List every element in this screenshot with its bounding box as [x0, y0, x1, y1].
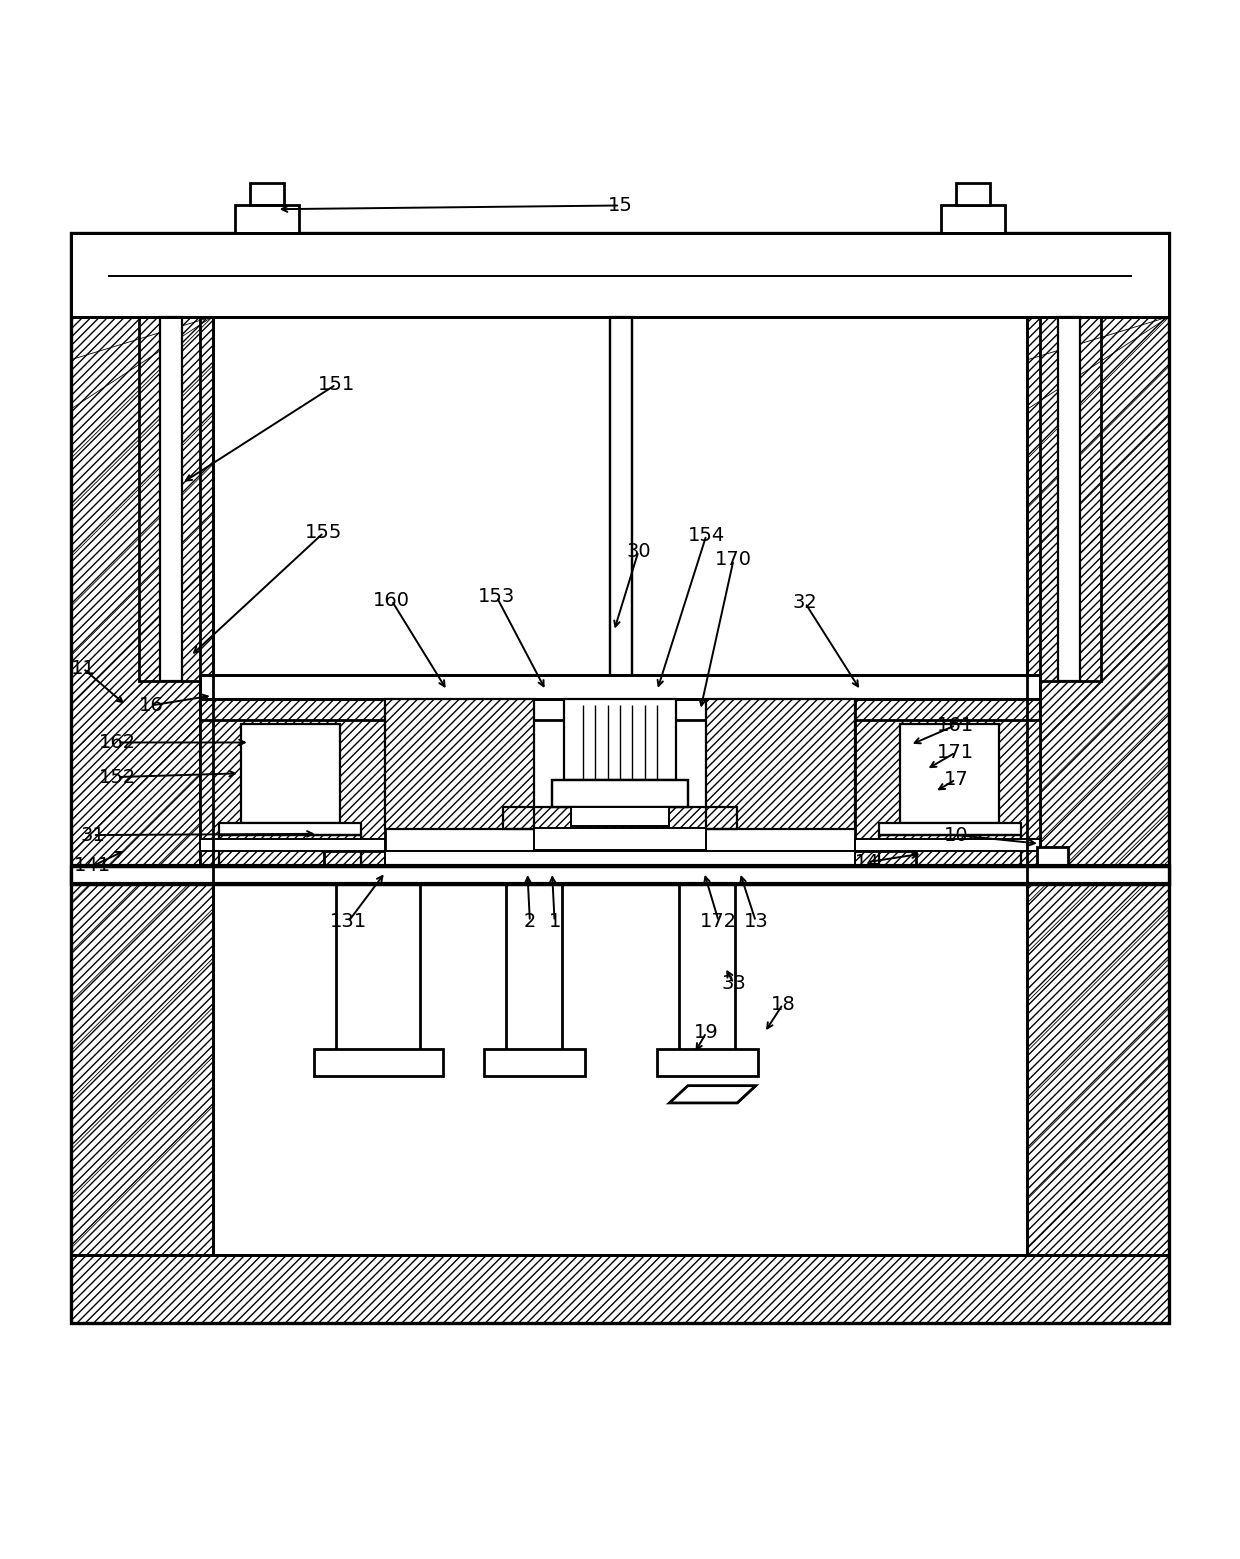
Text: 31: 31	[81, 826, 105, 845]
Bar	[314, 1049, 444, 1076]
Text: 30: 30	[626, 541, 651, 561]
Text: 11: 11	[71, 659, 95, 678]
Bar	[533, 828, 707, 850]
Bar	[879, 823, 1022, 836]
Text: 19: 19	[694, 1023, 719, 1041]
Text: 154: 154	[688, 525, 725, 544]
Bar	[941, 206, 1006, 232]
Bar	[201, 675, 1039, 700]
Bar	[324, 851, 916, 878]
Text: 15: 15	[608, 196, 632, 215]
Bar	[1039, 316, 1101, 681]
Bar	[502, 806, 738, 829]
Text: 18: 18	[770, 995, 795, 1013]
Text: 151: 151	[317, 376, 355, 394]
Bar	[212, 884, 1028, 1255]
Bar	[610, 316, 632, 700]
Text: 141: 141	[74, 856, 112, 876]
Bar	[201, 700, 1039, 720]
Bar	[71, 316, 212, 1255]
Text: 14: 14	[854, 853, 879, 871]
Bar	[386, 851, 854, 865]
Bar	[386, 700, 533, 829]
Bar	[201, 700, 1039, 865]
Text: 1: 1	[548, 912, 560, 931]
Text: 2: 2	[523, 912, 536, 931]
Bar	[201, 675, 1039, 700]
Text: 161: 161	[937, 716, 975, 734]
Bar	[249, 184, 284, 206]
Text: 153: 153	[477, 588, 515, 606]
Text: 162: 162	[99, 733, 136, 751]
Bar	[241, 723, 340, 823]
Bar	[218, 823, 361, 836]
Bar	[71, 1255, 1169, 1322]
Bar	[956, 184, 991, 206]
Bar	[201, 700, 386, 865]
Bar	[71, 316, 212, 1255]
Text: 152: 152	[99, 767, 136, 787]
Bar	[680, 884, 735, 1051]
Bar	[71, 1255, 1169, 1322]
Bar	[71, 232, 1169, 1322]
Bar	[1028, 316, 1169, 1255]
Bar	[234, 206, 299, 232]
Text: 131: 131	[330, 912, 367, 931]
Bar	[386, 700, 533, 829]
Bar	[71, 865, 1169, 884]
Bar	[570, 806, 670, 826]
Polygon shape	[670, 1085, 756, 1102]
Text: 170: 170	[715, 550, 753, 569]
Bar	[854, 700, 1039, 865]
Text: 172: 172	[701, 912, 738, 931]
Bar	[707, 700, 854, 829]
Bar	[506, 884, 562, 1051]
Text: 13: 13	[744, 912, 768, 931]
Bar	[854, 700, 1039, 865]
Text: 33: 33	[722, 974, 746, 993]
Bar	[201, 700, 386, 865]
Bar	[71, 232, 1169, 316]
Bar	[71, 316, 212, 1255]
Bar	[1037, 848, 1068, 865]
Bar	[336, 884, 420, 1051]
Text: 17: 17	[944, 770, 968, 789]
Bar	[71, 232, 1169, 316]
Bar	[201, 675, 1039, 700]
Bar	[533, 828, 707, 850]
Bar	[707, 700, 854, 829]
Bar	[139, 316, 201, 681]
Bar	[201, 700, 1039, 720]
Text: 171: 171	[937, 742, 975, 762]
Bar	[502, 806, 738, 829]
Bar	[1028, 316, 1169, 1255]
Bar	[324, 851, 916, 878]
Bar	[218, 836, 361, 865]
Bar	[1028, 316, 1169, 1255]
Bar	[201, 839, 386, 851]
Text: 16: 16	[139, 695, 164, 716]
Text: 160: 160	[373, 591, 410, 610]
Bar	[71, 1255, 1169, 1322]
Bar	[1058, 316, 1080, 681]
Bar	[552, 780, 688, 806]
Bar	[160, 316, 182, 681]
Bar	[879, 836, 1022, 865]
Text: 155: 155	[305, 524, 342, 543]
Bar	[879, 836, 1022, 865]
Bar	[564, 700, 676, 780]
Text: 10: 10	[944, 826, 968, 845]
Bar	[552, 780, 688, 806]
Bar	[484, 1049, 585, 1076]
Bar	[552, 780, 688, 806]
Bar	[218, 836, 361, 865]
Text: 32: 32	[792, 594, 817, 613]
Bar	[900, 723, 999, 823]
Bar	[657, 1049, 758, 1076]
Bar	[854, 839, 1039, 851]
